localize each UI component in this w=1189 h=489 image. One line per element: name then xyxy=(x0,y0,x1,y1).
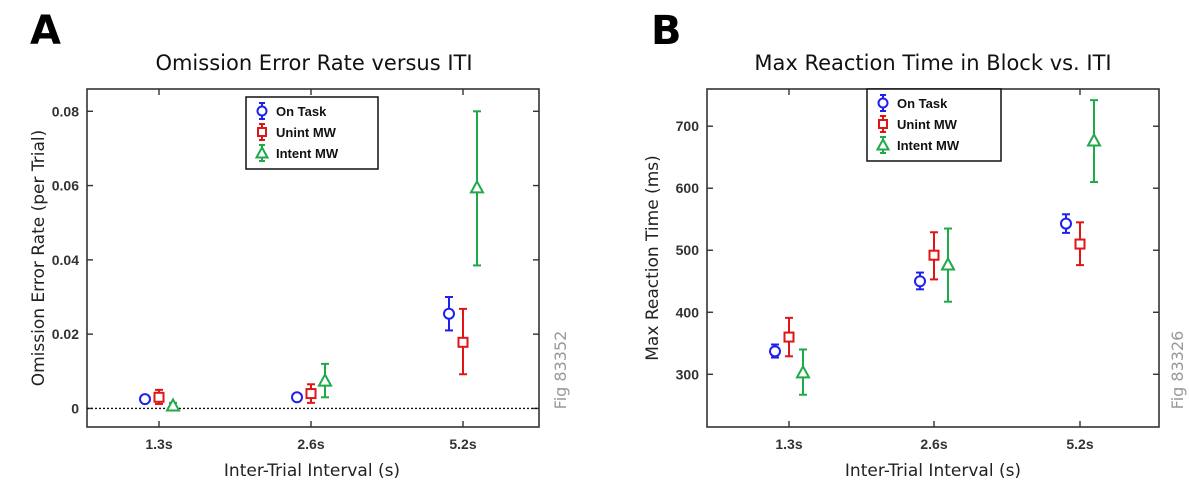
panel-a-axes: 0 0.02 0.04 0.06 0.08 1.3s 2.6s 5.2s xyxy=(52,89,539,452)
panel-a-legend-label: On Task xyxy=(276,104,327,119)
panel-a-ytick-label: 0.08 xyxy=(52,103,79,119)
panel-a-point-circle xyxy=(139,393,151,406)
panel-b-point-circle xyxy=(914,275,926,288)
panel-b-xtick-label: 2.6s xyxy=(920,436,947,452)
panel-a-point-square xyxy=(457,336,469,348)
panel-b-title: Max Reaction Time in Block vs. ITI xyxy=(754,51,1111,75)
panel-a-plot-area xyxy=(86,88,540,428)
panel-b-ylabel: Max Reaction Time (ms) xyxy=(643,155,663,360)
panel-b-legend: On Task Unint MW Intent MW xyxy=(866,88,1002,162)
panel-b-legend-label: On Task xyxy=(897,96,948,111)
panel-a-legend-marker-triangle xyxy=(254,145,270,159)
panel-b-legend-marker-square xyxy=(878,119,888,129)
panel-b-point-triangle xyxy=(795,364,811,379)
panel-a-legend-label: Intent MW xyxy=(276,146,339,161)
panel-b-legend-label: Unint MW xyxy=(897,117,958,132)
panel-b-point-circle xyxy=(1060,217,1072,230)
panel-a-point-square xyxy=(305,388,317,400)
panel-a-ytick-label: 0.02 xyxy=(52,326,79,342)
panel-a-point-triangle xyxy=(165,397,181,412)
panel-b-point-square xyxy=(928,249,940,261)
panel-b-figure-id: Fig 83326 xyxy=(1168,331,1187,410)
panel-a-legend-marker-circle xyxy=(256,105,268,117)
panel-b-point-square xyxy=(1074,238,1086,250)
panel-b-ytick-label: 700 xyxy=(676,118,700,134)
panel-a: A Omission Error Rate versus ITI Inter-T… xyxy=(29,8,570,481)
panel-b-legend-marker-circle xyxy=(877,97,889,109)
panel-b-point-triangle xyxy=(1086,132,1102,147)
panel-a-point-square xyxy=(153,391,165,403)
panel-b-legend-label: Intent MW xyxy=(897,138,960,153)
panel-b-point-triangle xyxy=(940,256,956,271)
panel-a-point-circle xyxy=(291,391,303,404)
panel-a-xtick-label: 2.6s xyxy=(297,436,324,452)
panel-b-xlabel: Inter-Trial Interval (s) xyxy=(845,461,1021,481)
panel-a-figure-id: Fig 83352 xyxy=(551,331,570,410)
panel-b-letter: B xyxy=(651,8,682,54)
panel-b-ytick-label: 500 xyxy=(676,242,700,258)
panel-b-xtick-label: 5.2s xyxy=(1066,436,1093,452)
panel-a-xlabel: Inter-Trial Interval (s) xyxy=(224,461,400,481)
panel-a-legend-label: Unint MW xyxy=(276,125,337,140)
panel-b-point-circle xyxy=(769,345,781,358)
panel-a-point-triangle xyxy=(469,179,485,194)
panel-a-point-triangle xyxy=(317,372,333,387)
panel-b-marks xyxy=(769,99,1102,396)
panel-a-legend-marker-square xyxy=(257,127,267,137)
panel-b-axes: 300 400 500 600 700 1.3s 2.6s 5.2s xyxy=(676,89,1159,452)
panel-a-ytick-label: 0 xyxy=(71,400,79,416)
panel-a-letter: A xyxy=(30,8,61,54)
panel-a-marks xyxy=(139,110,485,412)
panel-a-point-circle xyxy=(443,307,455,320)
panel-a-ytick-label: 0.04 xyxy=(52,252,79,268)
panel-a-ylabel: Omission Error Rate (per Trial) xyxy=(29,130,49,387)
panel-b-point-square xyxy=(783,331,795,343)
panel-a-legend: On Task Unint MW Intent MW xyxy=(245,96,379,170)
panel-a-ytick-label: 0.06 xyxy=(52,178,79,194)
panel-a-xtick-label: 5.2s xyxy=(449,436,476,452)
panel-b: B Max Reaction Time in Block vs. ITI Int… xyxy=(643,8,1187,481)
panel-b-ytick-label: 300 xyxy=(676,366,700,382)
panel-a-title: Omission Error Rate versus ITI xyxy=(155,51,472,75)
panel-a-xtick-label: 1.3s xyxy=(145,436,172,452)
panel-b-ytick-label: 600 xyxy=(676,180,700,196)
panel-b-xtick-label: 1.3s xyxy=(775,436,802,452)
panel-b-ytick-label: 400 xyxy=(676,304,700,320)
panel-b-legend-marker-triangle xyxy=(875,137,891,151)
